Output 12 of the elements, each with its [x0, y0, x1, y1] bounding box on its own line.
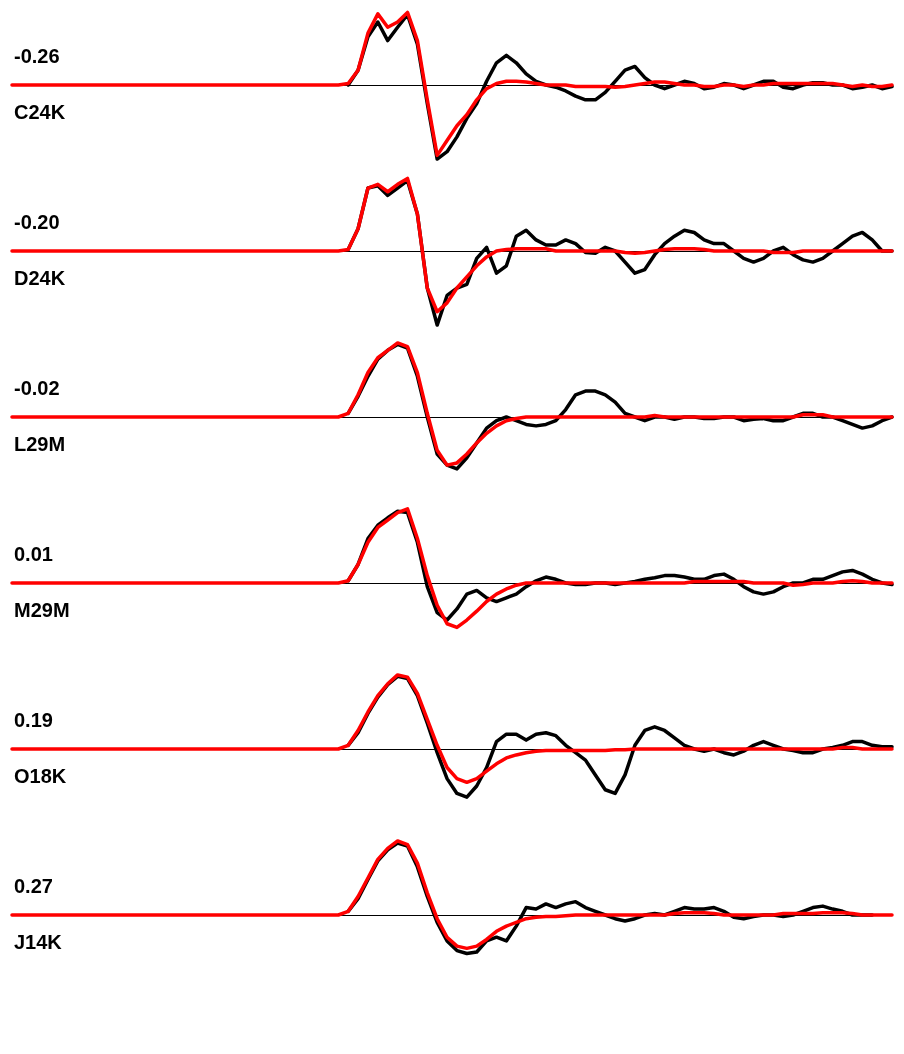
annotation: -0.20	[14, 211, 60, 233]
text: L29M	[14, 433, 66, 455]
text: C24K	[14, 101, 66, 123]
text: O18K	[14, 765, 67, 787]
annotation: 0.27	[14, 875, 53, 897]
text: D24K	[14, 267, 66, 289]
annotation: -0.26	[14, 45, 60, 67]
text: M29M	[14, 599, 70, 621]
text: J14K	[14, 931, 63, 953]
annotation: 0.19	[14, 709, 53, 731]
annotation: -0.02	[14, 377, 60, 399]
annotation: 0.01	[14, 543, 53, 565]
